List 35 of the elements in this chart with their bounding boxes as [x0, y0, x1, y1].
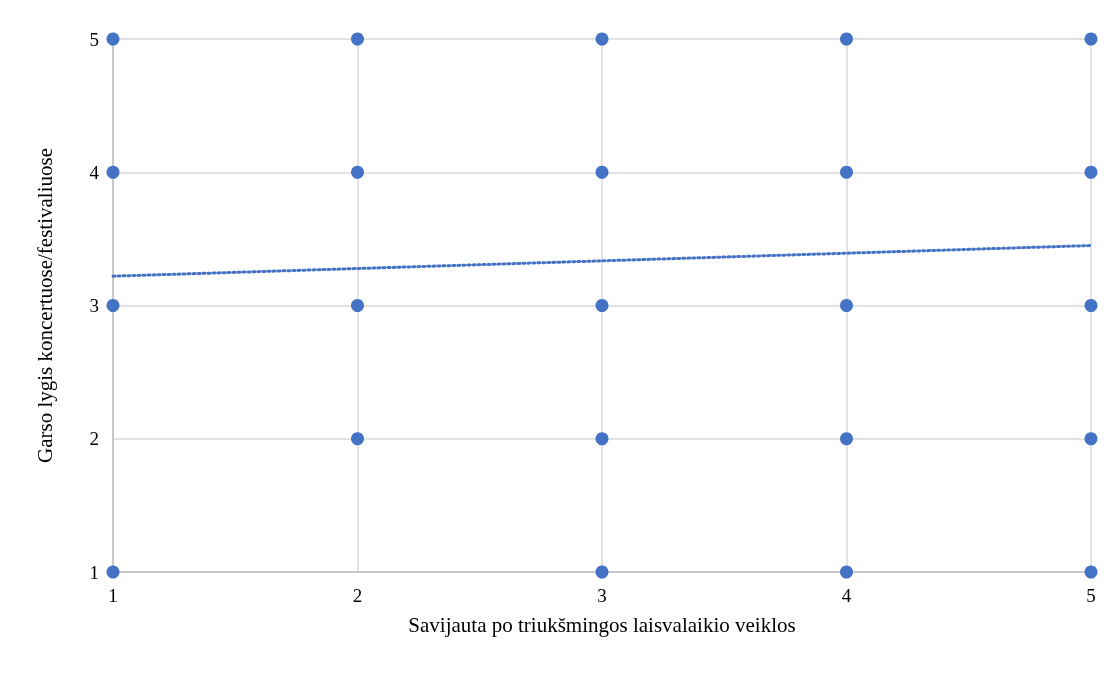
x-tick-label: 1: [108, 585, 118, 606]
point: [106, 565, 120, 579]
point: [1084, 432, 1098, 446]
y-tick-label: 4: [89, 161, 100, 183]
point: [840, 165, 853, 179]
y-tick-label: 5: [89, 28, 99, 50]
point: [840, 565, 853, 579]
point: [840, 32, 853, 46]
x-tick-label: 3: [597, 585, 607, 606]
point: [1084, 32, 1098, 46]
point: [1084, 299, 1098, 312]
point: [106, 299, 120, 312]
point: [595, 565, 609, 579]
point: [106, 32, 120, 46]
point: [840, 299, 853, 312]
point: [1084, 165, 1098, 179]
x-tick-label: 2: [352, 585, 363, 606]
point: [595, 32, 609, 46]
point: [840, 432, 853, 446]
y-tick-label: 3: [89, 295, 99, 316]
y-tick-label: 1: [89, 561, 99, 583]
point: [351, 432, 364, 446]
point: [595, 432, 609, 446]
x-tick-label: 5: [1086, 585, 1096, 606]
point: [106, 165, 120, 179]
y-axis-title: Garso lygis koncertuose/festivaliuose: [32, 148, 57, 463]
x-axis-title: Savijauta po triukšmingos laisvalaikio veiklos: [408, 612, 796, 637]
point: [351, 299, 364, 312]
point: [351, 32, 364, 46]
point: [595, 299, 609, 312]
point: [1084, 565, 1098, 579]
x-tick-label: 4: [841, 585, 852, 606]
y-tick-label: 2: [89, 428, 99, 450]
point: [351, 165, 364, 179]
point: [595, 165, 609, 179]
